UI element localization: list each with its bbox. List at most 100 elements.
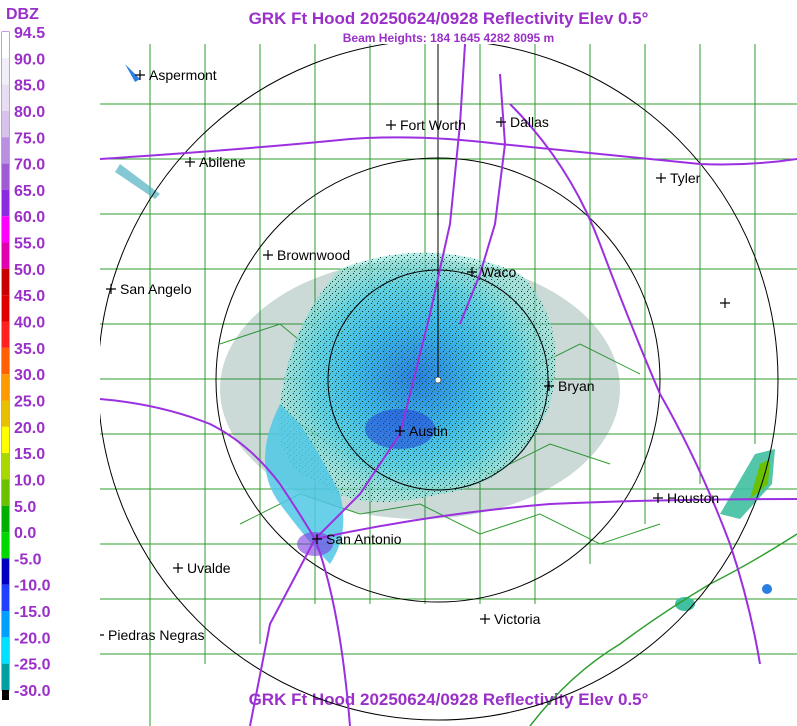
color-scale-swatch	[2, 216, 9, 243]
color-scale-swatch	[2, 426, 9, 454]
city-marker: Uvalde	[173, 560, 231, 576]
color-scale-swatch	[2, 663, 9, 690]
city-label: Aspermont	[149, 67, 217, 83]
color-scale-label: 80.0	[14, 104, 45, 121]
city-cross-icon	[386, 120, 396, 130]
gulf-coastline	[529, 533, 797, 726]
color-scale-swatch	[2, 242, 9, 269]
city-cross-icon	[720, 298, 730, 308]
color-scale-label: 10.0	[14, 472, 45, 489]
city-marker	[720, 298, 730, 308]
color-scale-swatch	[2, 611, 9, 638]
radar-site-marker	[434, 376, 442, 384]
city-cross-icon	[496, 117, 506, 127]
color-scale-swatch	[2, 163, 9, 190]
color-scale-swatch	[2, 110, 9, 138]
color-scale-label: 45.0	[14, 288, 45, 305]
city-label: Dallas	[510, 114, 549, 130]
dbz-unit-label: DBZ	[6, 6, 39, 23]
city-markers: Aspermont Fort Worth Dallas Abilene Tyler Bro…	[100, 67, 730, 643]
color-scale-swatch	[2, 137, 9, 164]
city-cross-icon	[135, 70, 145, 80]
city-cross-icon	[185, 157, 195, 167]
city-marker: Piedras Negras	[100, 627, 205, 643]
color-scale-label: -5.0	[14, 551, 42, 568]
city-marker: Houston	[653, 490, 719, 506]
city-label: San Antonio	[326, 531, 402, 547]
color-scale-swatch	[2, 32, 9, 59]
radar-map: Aspermont Fort Worth Dallas Abilene Tyler Bro…	[100, 44, 797, 726]
city-cross-icon	[100, 634, 104, 636]
color-scale-label: 55.0	[14, 236, 45, 253]
color-scale-label: 40.0	[14, 315, 45, 332]
city-marker: San Antonio	[312, 531, 402, 547]
color-scale-swatch	[2, 84, 9, 111]
color-scale-label: 25.0	[14, 393, 45, 410]
color-scale-swatch	[2, 532, 9, 559]
color-scale-swatch	[2, 690, 9, 700]
color-scale-label: 20.0	[14, 420, 45, 437]
color-scale-swatch	[2, 584, 9, 612]
city-label: Tyler	[670, 170, 701, 186]
color-scale-swatch	[2, 505, 9, 533]
color-scale-swatch	[2, 321, 9, 348]
color-scale-swatch	[2, 479, 9, 506]
color-scale-swatch	[2, 453, 9, 480]
city-marker: Austin	[395, 423, 448, 439]
city-cross-icon	[467, 267, 477, 277]
precipitation-echoes	[115, 64, 775, 611]
color-scale-label: -15.0	[14, 604, 51, 621]
color-scale-label: -25.0	[14, 657, 51, 674]
city-marker: Victoria	[480, 611, 541, 627]
city-cross-icon	[480, 614, 490, 624]
color-scale-swatch	[2, 295, 9, 322]
city-marker: Tyler	[656, 170, 701, 186]
color-scale-label: 35.0	[14, 341, 45, 358]
city-marker: Abilene	[185, 154, 246, 170]
city-label: San Angelo	[120, 281, 192, 297]
color-scale-swatch	[2, 189, 9, 217]
color-scale-label: 30.0	[14, 367, 45, 384]
color-scale-swatch	[2, 268, 9, 296]
city-marker: Fort Worth	[386, 117, 466, 133]
color-scale-label: 50.0	[14, 262, 45, 279]
city-cross-icon	[312, 534, 322, 544]
city-marker: Aspermont	[135, 67, 217, 83]
color-scale-swatch	[2, 558, 9, 585]
color-scale-swatch	[2, 637, 9, 664]
map-title: GRK Ft Hood 20250624/0928 Reflectivity E…	[248, 9, 649, 28]
city-cross-icon	[395, 426, 405, 436]
city-label: Piedras Negras	[108, 627, 205, 643]
beam-heights-subtitle: Beam Heights: 184 1645 4282 8095 m	[342, 31, 555, 45]
color-scale-label: 15.0	[14, 446, 45, 463]
city-cross-icon	[106, 284, 116, 294]
color-scale-label: 0.0	[14, 525, 36, 542]
color-scale-label: 75.0	[14, 130, 45, 147]
city-label: Bryan	[558, 378, 595, 394]
city-marker: San Angelo	[106, 281, 192, 297]
city-label: Victoria	[494, 611, 541, 627]
color-scale-label: -30.0	[14, 683, 51, 700]
range-rings	[100, 44, 779, 721]
color-scale-swatch	[2, 400, 9, 427]
city-cross-icon	[544, 381, 554, 391]
color-scale-swatch	[2, 58, 9, 85]
city-marker: Waco	[467, 264, 516, 280]
color-scale-label: 65.0	[14, 183, 45, 200]
city-cross-icon	[173, 563, 183, 573]
city-marker: Bryan	[544, 378, 595, 394]
city-cross-icon	[263, 250, 273, 260]
color-scale-label: 85.0	[14, 78, 45, 95]
color-scale-label: 5.0	[14, 499, 36, 516]
color-scale-label: -20.0	[14, 630, 51, 647]
color-scale-label: 70.0	[14, 157, 45, 174]
city-label: Fort Worth	[400, 117, 466, 133]
color-scale-label: -10.0	[14, 578, 51, 595]
city-marker: Dallas	[496, 114, 549, 130]
city-label: Uvalde	[187, 560, 231, 576]
city-label: Waco	[481, 264, 516, 280]
city-cross-icon	[653, 493, 663, 503]
city-label: Houston	[667, 490, 719, 506]
color-scale-swatch	[2, 347, 9, 375]
color-scale-swatch	[2, 374, 9, 401]
